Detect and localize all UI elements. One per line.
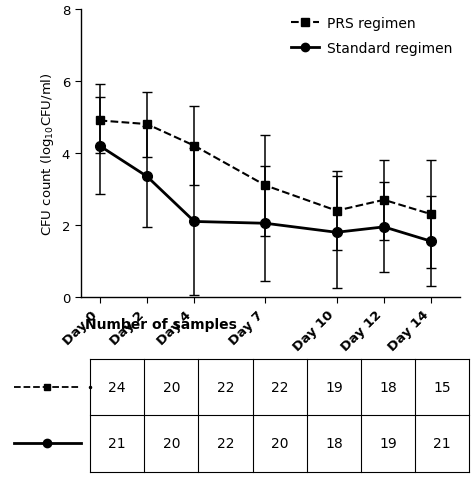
Text: 20: 20 — [163, 380, 180, 394]
Text: 22: 22 — [271, 380, 288, 394]
Standard regimen — [191, 219, 197, 225]
PRS regimen — [144, 122, 150, 128]
Line: PRS regimen: PRS regimen — [95, 117, 436, 219]
Text: 20: 20 — [271, 436, 288, 450]
PRS regimen — [334, 208, 339, 214]
Text: 19: 19 — [379, 436, 397, 450]
Text: 15: 15 — [433, 380, 451, 394]
Standard regimen — [334, 230, 339, 236]
PRS regimen — [263, 183, 268, 189]
Text: 21: 21 — [109, 436, 126, 450]
Text: 20: 20 — [163, 436, 180, 450]
Text: 22: 22 — [217, 436, 234, 450]
Standard regimen — [263, 221, 268, 227]
Line: Standard regimen: Standard regimen — [95, 142, 436, 247]
Text: 18: 18 — [379, 380, 397, 394]
PRS regimen — [191, 144, 197, 149]
Legend: PRS regimen, Standard regimen: PRS regimen, Standard regimen — [286, 11, 458, 61]
Text: Number of samples: Number of samples — [85, 317, 237, 331]
PRS regimen — [97, 119, 102, 124]
Standard regimen — [97, 144, 102, 149]
Standard regimen — [144, 174, 150, 180]
Y-axis label: CFU count (log$_{10}$CFU/ml): CFU count (log$_{10}$CFU/ml) — [39, 72, 56, 235]
Text: 19: 19 — [325, 380, 343, 394]
Standard regimen — [428, 239, 434, 245]
Text: 18: 18 — [325, 436, 343, 450]
PRS regimen — [381, 198, 387, 204]
Text: 21: 21 — [433, 436, 451, 450]
Text: 22: 22 — [217, 380, 234, 394]
Text: 24: 24 — [109, 380, 126, 394]
PRS regimen — [428, 212, 434, 218]
Standard regimen — [381, 225, 387, 230]
